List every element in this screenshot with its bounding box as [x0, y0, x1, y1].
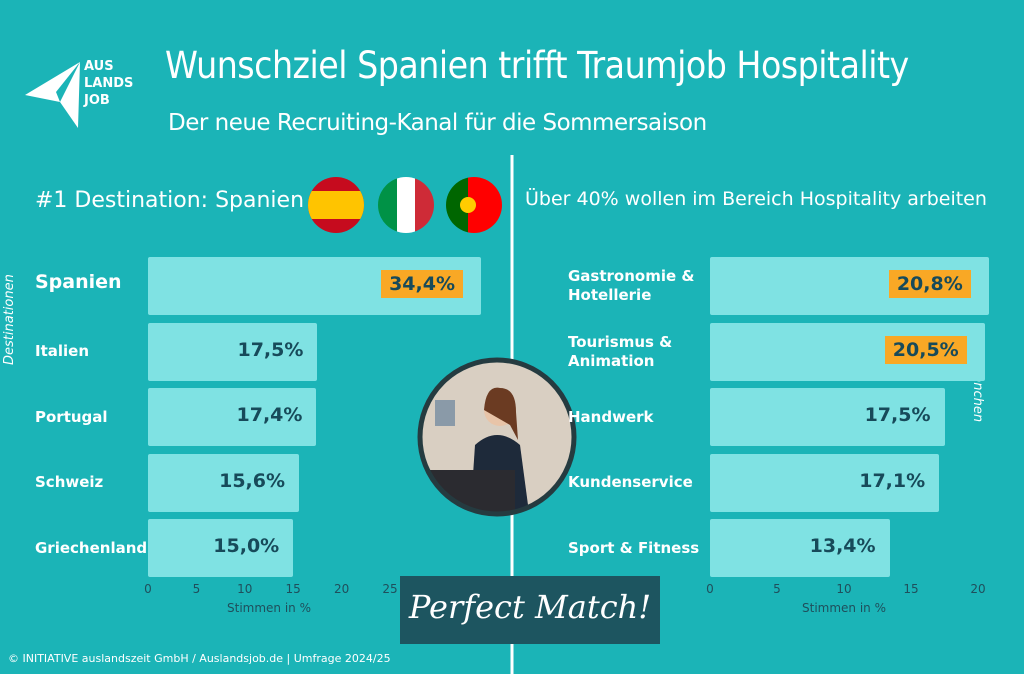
x-tick-label: 20	[970, 582, 986, 596]
x-tick-label: 10	[836, 582, 852, 596]
footer: © INITIATIVE auslandszeit GmbH / Ausland…	[8, 652, 391, 665]
value-label: 17,5%	[864, 404, 931, 426]
y-axis-label: Destinationen	[2, 274, 17, 365]
category-label: Sport & Fitness	[568, 538, 700, 557]
value-label: 13,4%	[809, 535, 876, 557]
value-label: 17,5%	[237, 338, 304, 361]
badge: Perfect Match!	[408, 588, 652, 626]
value-label: 17,4%	[236, 404, 303, 426]
category-label: Schweiz	[35, 473, 104, 491]
value-label: 20,5%	[884, 335, 967, 364]
x-tick-label: 5	[773, 582, 781, 596]
bar	[148, 322, 318, 381]
bar	[710, 519, 890, 577]
category-label: Italien	[35, 342, 90, 360]
value-label: 15,6%	[219, 469, 286, 492]
x-tick-label: 0	[706, 582, 714, 596]
x-tick-label: 15	[285, 582, 301, 596]
flag-spain	[308, 177, 364, 233]
badge-box	[400, 576, 660, 644]
bar	[710, 453, 940, 512]
x-tick-label: 0	[144, 582, 152, 596]
category-label: Portugal	[35, 407, 108, 426]
x-tick-label: 25	[382, 582, 398, 596]
category-label: Griechenland	[35, 538, 148, 557]
x-tick-label: 15	[903, 582, 919, 596]
value-label: 20,8%	[888, 270, 971, 298]
chart-title: Über 40% wollen im Bereich Hospitality a…	[525, 188, 987, 210]
logo-text: AUS LANDS JOB	[84, 58, 133, 109]
x-axis-label: Stimmen in %	[802, 601, 886, 615]
logo-line: LANDS	[84, 76, 134, 91]
value-label: 34,4%	[381, 270, 463, 298]
x-tick-label: 10	[237, 582, 253, 596]
x-axis-label: Stimmen in %	[227, 601, 311, 615]
x-tick-label: 5	[192, 582, 201, 596]
subtitle: Der neue Recruiting-Kanal für die Sommer…	[168, 110, 707, 136]
bar	[710, 388, 945, 446]
category-label: Spanien	[35, 270, 122, 293]
logo-icon-cut	[56, 62, 80, 102]
logo-line: JOB	[84, 93, 110, 108]
photo	[417, 357, 577, 517]
flag-portugal	[446, 177, 502, 233]
value-label: 15,0%	[213, 535, 280, 557]
title: Wunschziel Spanien trifft Traumjob Hospi…	[165, 44, 909, 87]
logo-icon	[25, 62, 80, 128]
chart-title: #1 Destination: Spanien	[35, 188, 305, 213]
bar	[148, 388, 317, 446]
category-label: Gastronomie & Hotellerie	[568, 267, 695, 304]
category-label: Kundenservice	[568, 473, 693, 491]
bar	[148, 453, 299, 512]
category-label: Handwerk	[568, 407, 654, 426]
flag-italy	[378, 177, 434, 233]
value-label: 17,1%	[859, 469, 926, 492]
bar	[148, 519, 294, 577]
category-label: Tourismus & Animation	[568, 332, 673, 370]
x-tick-label: 20	[333, 582, 350, 596]
logo-line: AUS	[84, 59, 114, 74]
